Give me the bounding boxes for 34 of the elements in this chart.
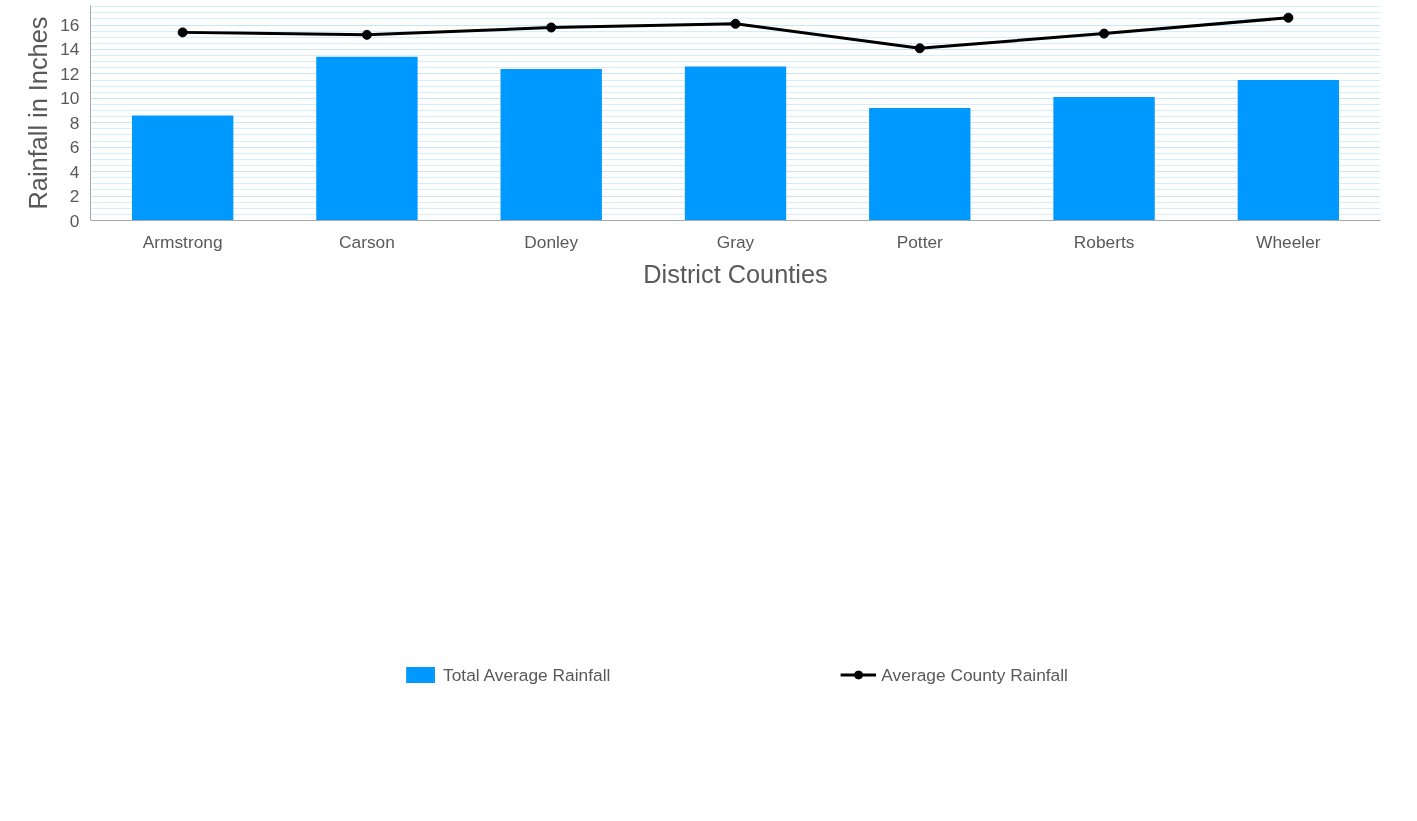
x-tick-label: Armstrong [142, 231, 223, 252]
x-tick-label: Carson [339, 231, 395, 252]
y-tick-label: 8 [69, 112, 80, 133]
bar [869, 108, 971, 221]
bar [684, 66, 787, 221]
bar [1053, 97, 1155, 221]
bar [316, 56, 418, 221]
point [1099, 28, 1110, 39]
bar [500, 69, 602, 221]
x-tick-label: Roberts [1073, 231, 1135, 252]
bar [131, 115, 234, 221]
x-tick-label: Potter [896, 231, 944, 252]
y-tick-label: 6 [69, 137, 80, 158]
point [914, 43, 925, 54]
point [361, 29, 372, 40]
x-axis-title: District Counties [643, 259, 828, 288]
y-tick-label: 16 [60, 15, 80, 36]
y-tick-label: 12 [60, 63, 80, 84]
legend-label: Average County Rainfall [881, 664, 1068, 686]
point [177, 27, 188, 38]
bar [1237, 80, 1340, 221]
y-tick-label: 2 [69, 186, 80, 207]
y-tick-label: 14 [60, 39, 80, 60]
x-tick-label: Donley [524, 231, 579, 252]
y-axis-title: Rainfall in Inches [24, 16, 53, 210]
x-tick-label: Gray [716, 231, 755, 252]
x-tick-label: Wheeler [1256, 231, 1321, 252]
y-tick-label: 4 [69, 161, 80, 182]
point [730, 18, 741, 29]
y-tick-label: 10 [60, 88, 80, 109]
legend-label: Total Average Rainfall [443, 664, 611, 686]
point [1283, 12, 1294, 23]
y-tick-label: 0 [69, 210, 80, 231]
point [546, 22, 557, 33]
